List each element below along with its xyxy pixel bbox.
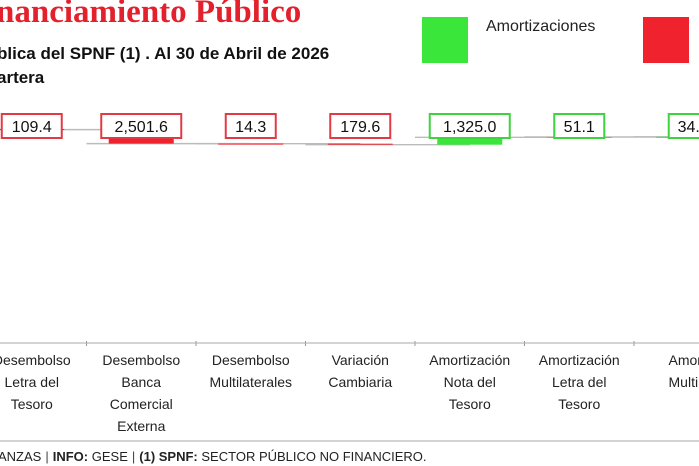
value-label: 14.3	[235, 119, 266, 136]
chart-title: nanciamiento Público	[0, 0, 302, 30]
value-label: 51.1	[564, 119, 595, 136]
bar-2	[218, 143, 284, 145]
legend-swatch-red	[643, 17, 689, 63]
chart-subtitle-line2: artera	[0, 68, 45, 87]
value-label: 1,325.0	[443, 119, 496, 136]
value-label-box	[667, 113, 699, 139]
legend-label-amortizaciones: Amortizaciones	[486, 18, 596, 35]
footer-note-label: (1) SPNF:	[139, 449, 198, 464]
value-label-box	[329, 113, 392, 139]
footer-note-value: SECTOR PÚBLICO NO FINANCIERO.	[201, 449, 427, 464]
bar-4	[437, 137, 503, 145]
footer-info-value: GESE	[91, 449, 128, 464]
value-label: 34.	[678, 119, 699, 136]
chart-subtitle: blica del SPNF (1) . Al 30 de Abril de 2…	[0, 44, 330, 63]
legend-swatch-amortizaciones	[422, 17, 468, 63]
category-label: Desembolso Multilaterales	[210, 352, 292, 390]
category-label: Amortización Letra del Tesoro	[539, 352, 620, 412]
value-label: 2,501.6	[115, 119, 168, 136]
category-label: Desembolso Banca Comercial Externa	[102, 352, 180, 434]
value-label-box	[553, 113, 606, 139]
value-label: 109.4	[12, 119, 52, 136]
footer-info-label: INFO:	[52, 449, 89, 464]
value-label-box	[100, 113, 183, 139]
value-label-box	[224, 113, 277, 139]
category-label: Amortización Nota del Tesoro	[429, 352, 510, 412]
footer-credits: ANZAS | INFO: GESE | (1) SPNF: SECTOR PÚBLIC…	[0, 449, 427, 464]
category-label: AmortiMultila	[669, 352, 699, 390]
bar-3	[327, 143, 393, 145]
category-label: Variación Cambiaria	[328, 352, 392, 390]
value-label: 179.6	[340, 119, 380, 136]
value-label-box	[0, 113, 63, 139]
value-label-box	[428, 113, 511, 139]
footer-source: ANZAS	[0, 449, 42, 464]
category-label: Desembolso Letra del Tesoro	[0, 352, 71, 412]
